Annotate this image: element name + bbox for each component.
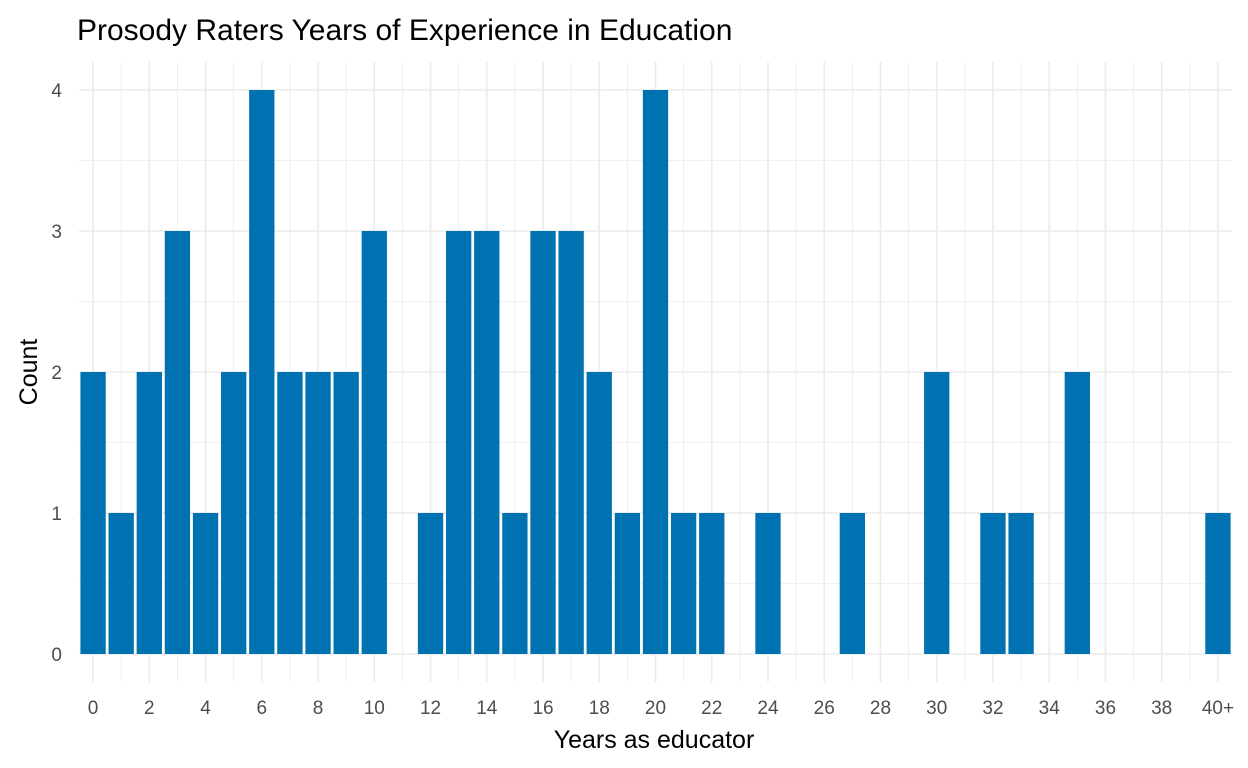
bar-14: [474, 231, 500, 654]
bar-0: [80, 372, 106, 654]
bar-20: [642, 90, 669, 654]
x-tick-label: 20: [645, 698, 666, 719]
x-tick-label: 16: [532, 698, 553, 719]
bar-9: [333, 372, 359, 654]
x-tick-label: 12: [420, 698, 441, 719]
bar-35: [1064, 372, 1090, 654]
y-tick-labels: 0 1 2 3 4: [51, 81, 62, 666]
bar-5: [221, 372, 247, 654]
bar-40: [1205, 513, 1231, 654]
x-tick-label: 0: [88, 698, 99, 719]
x-tick-label: 6: [257, 698, 268, 719]
x-tick-label: 14: [476, 698, 498, 719]
bar-21: [670, 513, 697, 654]
bar-15: [502, 513, 528, 654]
x-tick-label: 22: [701, 698, 722, 719]
bar-32: [980, 513, 1006, 654]
bar-19: [614, 513, 641, 654]
x-tick-label: 24: [757, 698, 779, 719]
bar-18: [586, 372, 612, 654]
x-tick-label: 4: [200, 698, 211, 719]
bar-12: [417, 513, 444, 654]
chart-title: Prosody Raters Years of Experience in Ed…: [77, 14, 732, 47]
x-tick-label: 32: [982, 698, 1003, 719]
x-tick-label: 8: [313, 698, 324, 719]
x-axis-title: Years as educator: [554, 726, 755, 754]
x-tick-label: 18: [589, 698, 610, 719]
bar-24: [755, 513, 781, 654]
bar-13: [445, 231, 472, 654]
x-tick-label: 40+: [1202, 698, 1234, 719]
x-tick-label: 26: [814, 698, 835, 719]
y-tick-label: 1: [51, 504, 62, 525]
x-tick-label: 30: [926, 698, 947, 719]
bar-4: [192, 513, 219, 654]
bar-16: [530, 231, 556, 654]
y-tick-label: 4: [51, 81, 62, 102]
x-tick-label: 36: [1095, 698, 1116, 719]
x-tick-label: 2: [144, 698, 155, 719]
y-axis-title: Count: [15, 339, 43, 406]
bar-27: [839, 513, 866, 654]
bars: [80, 90, 1231, 654]
x-tick-label: 10: [364, 698, 385, 719]
bar-33: [1008, 513, 1034, 654]
bar-17: [558, 231, 584, 654]
bar-1: [108, 513, 134, 654]
bar-6: [249, 90, 275, 654]
y-tick-label: 2: [51, 363, 62, 384]
bar-3: [164, 231, 191, 654]
bar-22: [699, 513, 725, 654]
bar-30: [924, 372, 950, 654]
bar-7: [277, 372, 303, 654]
x-tick-labels: 0 2 4 6 8 10 12 14 16 18 20 22 24 26 28 30 32 34 36 38 40+: [88, 698, 1234, 719]
x-tick-label: 28: [870, 698, 891, 719]
bar-10: [361, 231, 387, 654]
bar-2: [136, 372, 162, 654]
y-tick-label: 3: [51, 222, 62, 243]
bar-8: [305, 372, 331, 654]
x-tick-label: 38: [1151, 698, 1172, 719]
y-tick-label: 0: [51, 645, 62, 666]
x-tick-label: 34: [1039, 698, 1061, 719]
